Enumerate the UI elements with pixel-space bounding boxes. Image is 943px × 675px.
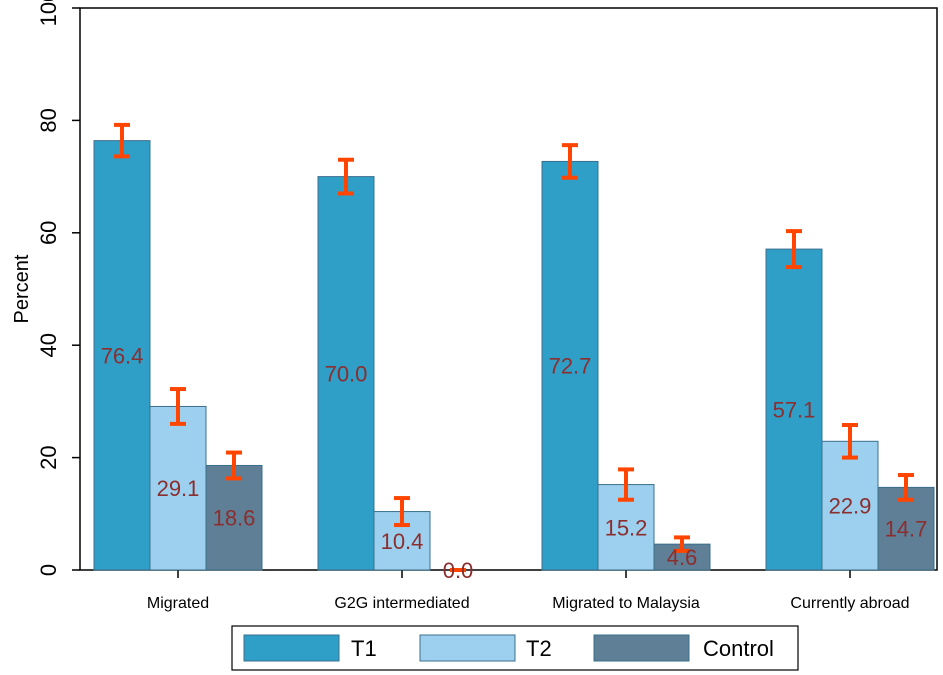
y-axis-label: Percent bbox=[11, 254, 33, 323]
data-label: 72.7 bbox=[549, 354, 592, 379]
bar bbox=[149, 405, 207, 571]
plot-frame bbox=[79, 7, 938, 571]
data-label: 15.2 bbox=[605, 515, 648, 540]
axes-layer: 0 20 40 60 80 100 Percent Migrated G2G intermedi… bbox=[11, 0, 938, 612]
x-tick-label: Currently abroad bbox=[790, 595, 909, 612]
y-tick-label: 20 bbox=[36, 445, 61, 469]
y-tick-label: 80 bbox=[36, 108, 61, 132]
legend-swatch bbox=[243, 634, 340, 662]
error-bars-layer bbox=[114, 122, 914, 572]
data-label: 18.6 bbox=[213, 506, 256, 531]
y-tick-label: 100 bbox=[36, 0, 61, 26]
x-tick-label: G2G intermediated bbox=[334, 595, 469, 612]
bar bbox=[765, 248, 823, 571]
data-label: 70.0 bbox=[325, 361, 368, 386]
y-tick-label: 60 bbox=[36, 221, 61, 245]
data-label: 0.0 bbox=[443, 558, 474, 583]
data-label: 29.1 bbox=[157, 476, 200, 501]
data-label: 57.1 bbox=[773, 398, 816, 423]
legend-label: T1 bbox=[351, 636, 377, 661]
x-tick-label: Migrated to Malaysia bbox=[552, 595, 700, 612]
x-tick-label: Migrated bbox=[147, 595, 209, 612]
data-label: 76.4 bbox=[101, 343, 144, 368]
legend-swatch bbox=[419, 634, 516, 662]
bar bbox=[93, 140, 151, 571]
legend-label: Control bbox=[703, 636, 774, 661]
y-tick-label: 40 bbox=[36, 333, 61, 357]
data-label: 14.7 bbox=[885, 517, 928, 542]
y-tick-label: 0 bbox=[36, 564, 61, 576]
data-label: 10.4 bbox=[381, 529, 424, 554]
legend: T1 T2 Control bbox=[231, 625, 799, 671]
data-label: 4.6 bbox=[667, 545, 698, 570]
value-labels-layer: 76.4 70.0 72.7 57.1 29.1 10.4 15.2 22.9 18.6 0.0 4… bbox=[101, 343, 928, 583]
bar bbox=[541, 160, 599, 571]
data-label: 22.9 bbox=[829, 494, 872, 519]
legend-swatch bbox=[593, 634, 690, 662]
legend-label: T2 bbox=[526, 636, 552, 661]
bar bbox=[317, 176, 375, 571]
bars-layer bbox=[93, 140, 935, 571]
bar bbox=[205, 464, 263, 571]
